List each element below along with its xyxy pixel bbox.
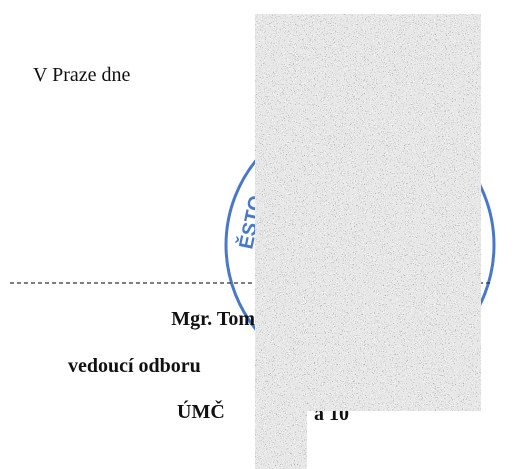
redaction — [255, 14, 481, 469]
signatory-name: Mgr. Tom — [171, 308, 255, 330]
redaction-block — [255, 14, 481, 411]
redaction-block — [255, 411, 307, 469]
place-date: V Praze dne — [33, 64, 130, 86]
office: ÚMČ — [177, 399, 225, 423]
signatory-position: vedoucí odboru — [68, 355, 201, 377]
